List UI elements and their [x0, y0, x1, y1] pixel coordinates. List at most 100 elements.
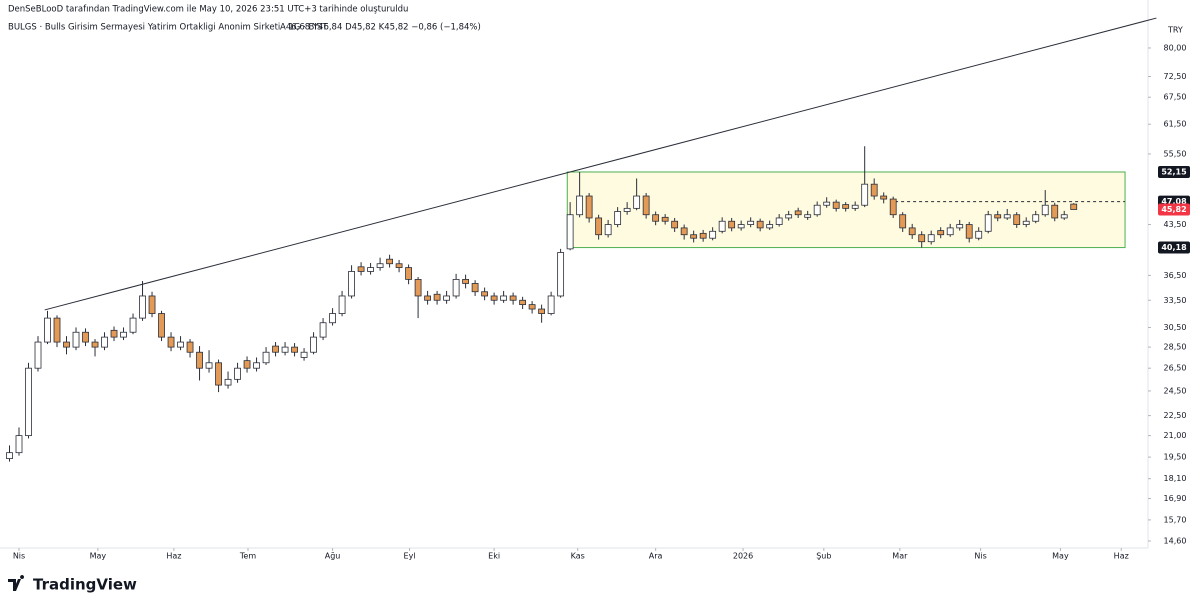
y-tick-label: 72,50: [1164, 72, 1187, 81]
candle-body: [177, 341, 184, 348]
candle-body: [167, 336, 175, 348]
currency: TRY: [1167, 26, 1183, 35]
candle-body: [424, 295, 431, 301]
y-tick-label: 43,50: [1164, 220, 1187, 229]
candle-body: [661, 216, 669, 222]
candle-body: [1051, 204, 1059, 219]
candle-body: [139, 295, 146, 319]
candle-body: [367, 267, 374, 272]
candle-body: [338, 295, 346, 314]
candle-body: [357, 266, 365, 272]
candle-body: [386, 258, 393, 265]
y-tick-label: 16,90: [1164, 494, 1187, 503]
candle-body: [813, 204, 821, 216]
candle-body: [72, 331, 80, 348]
candle-body: [110, 329, 118, 338]
candle-body: [614, 211, 622, 225]
candle-body: [585, 195, 593, 219]
candle-body: [319, 322, 327, 338]
y-tick-label: 55,50: [1164, 149, 1187, 158]
candle-body: [538, 308, 546, 314]
candle-body: [747, 220, 755, 225]
candles: [6, 146, 1078, 462]
candle-body: [623, 207, 631, 212]
y-tick-label: 21,00: [1164, 431, 1187, 440]
candle-body: [82, 331, 89, 343]
candle-body: [376, 263, 384, 268]
candle-body: [547, 295, 555, 314]
candle-body: [718, 220, 726, 232]
candle-body: [975, 230, 983, 239]
y-tick-label: 14,60: [1164, 536, 1187, 545]
x-tick-label: Haz: [1114, 552, 1129, 561]
candle-body: [310, 336, 317, 353]
candle-body: [642, 195, 650, 216]
y-tick-label: 33,50: [1164, 296, 1187, 305]
price-label: 47,08: [1161, 197, 1187, 206]
y-tick-label: 67,50: [1164, 93, 1187, 102]
x-tick-label: Ara: [649, 552, 663, 561]
trendline: [44, 17, 1157, 311]
candle-body: [889, 198, 897, 216]
candle-body: [490, 295, 498, 301]
candle-body: [34, 341, 42, 369]
candle-body: [984, 214, 992, 232]
x-tick-label: 2026: [733, 552, 753, 561]
candle-body: [737, 224, 745, 229]
candle-body: [205, 362, 213, 369]
x-tick-label: Mar: [892, 552, 908, 561]
candle-body: [576, 195, 584, 216]
candle-body: [291, 346, 298, 353]
price-label-bg: [1158, 241, 1190, 254]
x-tick-label: Haz: [166, 552, 181, 561]
ohlc-legend: A46,68 Y46,84 D45,82 K45,82 −0,86 (−1,84…: [280, 23, 481, 33]
price-label-bg: [1158, 165, 1190, 178]
candle-body: [766, 224, 774, 229]
candle-body: [1060, 214, 1068, 219]
candle-body: [462, 278, 470, 284]
y-tick-label: 28,50: [1164, 343, 1187, 352]
candle-body: [44, 317, 51, 343]
chart-title: BULGS · Bulls Girisim Sermayesi Yatirim …: [8, 23, 328, 33]
y-tick-label: 22,50: [1164, 411, 1187, 420]
candle-body: [899, 214, 907, 229]
candle-body: [861, 183, 869, 206]
candle-body: [1022, 220, 1030, 225]
candle-body: [6, 452, 13, 459]
candle-body: [262, 351, 270, 364]
candle-body: [234, 367, 241, 380]
y-tick-label: 18,10: [1164, 474, 1187, 483]
candle-body: [243, 360, 251, 369]
price-label: 45,82: [1161, 205, 1186, 214]
candle-body: [196, 351, 203, 369]
candle-body: [965, 224, 973, 239]
price-label-bg: [1158, 203, 1190, 216]
candle-body: [281, 346, 289, 353]
candle-body: [927, 234, 935, 243]
candle-body: [91, 341, 99, 348]
candle-body: [300, 351, 308, 358]
y-tick-label: 24,50: [1164, 386, 1187, 395]
candle-body: [63, 341, 70, 348]
candle-body: [823, 201, 831, 206]
candle-body: [329, 313, 336, 324]
candle-body: [53, 317, 61, 343]
candle-body: [566, 214, 574, 250]
candle-body: [1013, 214, 1021, 225]
candle-body: [471, 283, 479, 293]
candle-body: [481, 291, 489, 297]
y-tick-label: 80,00: [1164, 43, 1187, 52]
x-tick-label: Nis: [974, 552, 986, 561]
candle-body: [633, 195, 641, 209]
candle-body: [519, 299, 527, 306]
candle-body: [842, 204, 850, 209]
candle-body: [690, 234, 698, 239]
credit: DenSeBLooD tarafından TradingView.com il…: [8, 5, 408, 15]
candle-body: [452, 278, 460, 297]
candle-body: [1041, 204, 1049, 216]
candle-body: [15, 435, 23, 454]
candle-body: [699, 232, 707, 239]
candle-body: [120, 331, 127, 338]
candle-body: [946, 227, 954, 236]
candle-body: [652, 214, 660, 222]
